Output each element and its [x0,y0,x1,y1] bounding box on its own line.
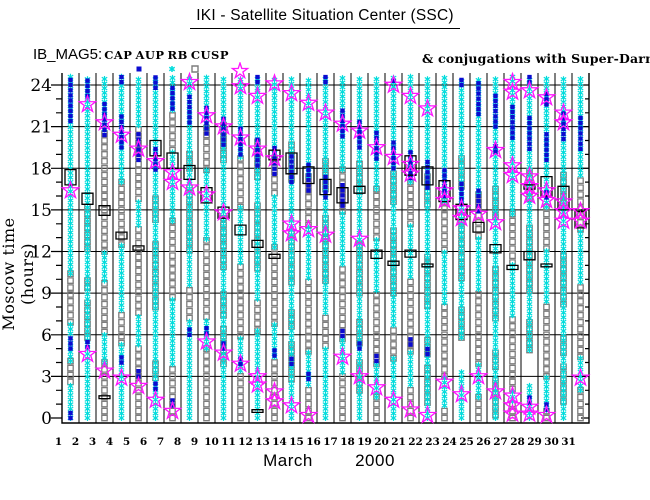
y-tick-label: 3 [41,367,52,387]
x-tick-label: 18 [340,436,355,448]
conjugation-boxes [64,139,587,414]
legend-label-cusp: CUSP [190,48,229,62]
dataset-label: IB_MAG5: [33,46,103,63]
x-tick-label: 3 [89,436,96,448]
x-tick-label: 27 [493,436,508,448]
x-axis-month-label: March [263,451,313,470]
x-tick-label: 29 [527,436,542,448]
x-tick-label: 31 [561,436,576,448]
x-tick-label: 8 [174,436,181,448]
legend-item-cap: CAP [104,48,142,72]
y-tick-label: 18 [30,159,52,179]
legend-item-rb: RB [167,48,199,73]
x-tick-label: 20 [374,436,389,448]
x-tick-label: 12 [238,436,253,448]
y-tick-label: 0 [41,409,52,429]
x-tick-label: 2 [72,436,79,448]
axis-frame [61,73,590,424]
x-tick-label: 22 [408,436,423,448]
x-tick-label: 11 [221,436,236,448]
x-tick-label: 15 [289,436,304,448]
x-tick-label: 28 [510,436,525,448]
axis-ticks [51,84,589,419]
x-tick-label: 19 [357,436,372,448]
x-tick-label: 23 [425,436,440,448]
y-tick-label: 21 [30,118,52,138]
x-tick-label: 14 [272,436,287,448]
x-tick-label: 4 [106,436,113,448]
x-tick-label: 5 [123,436,130,448]
x-tick-label: 17 [323,436,338,448]
legend-label-aup: AUP [135,48,165,62]
x-tick-label: 24 [442,436,457,448]
legend-label-rb: RB [167,48,188,62]
x-tick-label: 26 [476,436,491,448]
x-tick-label: 21 [391,436,406,448]
y-tick-label: 6 [41,326,52,346]
legend-item-aup: AUP [135,48,175,72]
aup-markers [67,73,584,421]
x-axis-year-label: 2000 [355,451,395,470]
y-tick-label: 9 [41,284,52,304]
legend-label-cap: CAP [104,48,133,62]
x-tick-label: 7 [157,436,164,448]
page-title: IKI - Satellite Situation Center (SSC) [190,7,460,29]
y-tick-label: 24 [30,76,52,96]
legend: IB_MAG5: CAP AUP RB CUSP [33,46,250,80]
y-tick-label: 12 [30,243,52,263]
y-axis-title: Moscow time (hours) [0,217,37,331]
conjugation-note: & conjugations with Super-Darn r [422,51,650,66]
title-bar: IKI - Satellite Situation Center (SSC) [0,7,650,29]
x-tick-label: 16 [306,436,321,448]
cusp-markers [60,71,591,424]
x-tick-label: 13 [255,436,270,448]
x-tick-label: 25 [459,436,474,448]
x-tick-label: 30 [544,436,559,448]
y-tick-label: 15 [30,201,52,221]
x-tick-label: 9 [191,436,198,448]
x-tick-label: 1 [55,436,62,448]
x-tick-label: 10 [204,436,219,448]
legend-item-cusp: CUSP [190,48,250,80]
x-tick-label: 6 [140,436,147,448]
